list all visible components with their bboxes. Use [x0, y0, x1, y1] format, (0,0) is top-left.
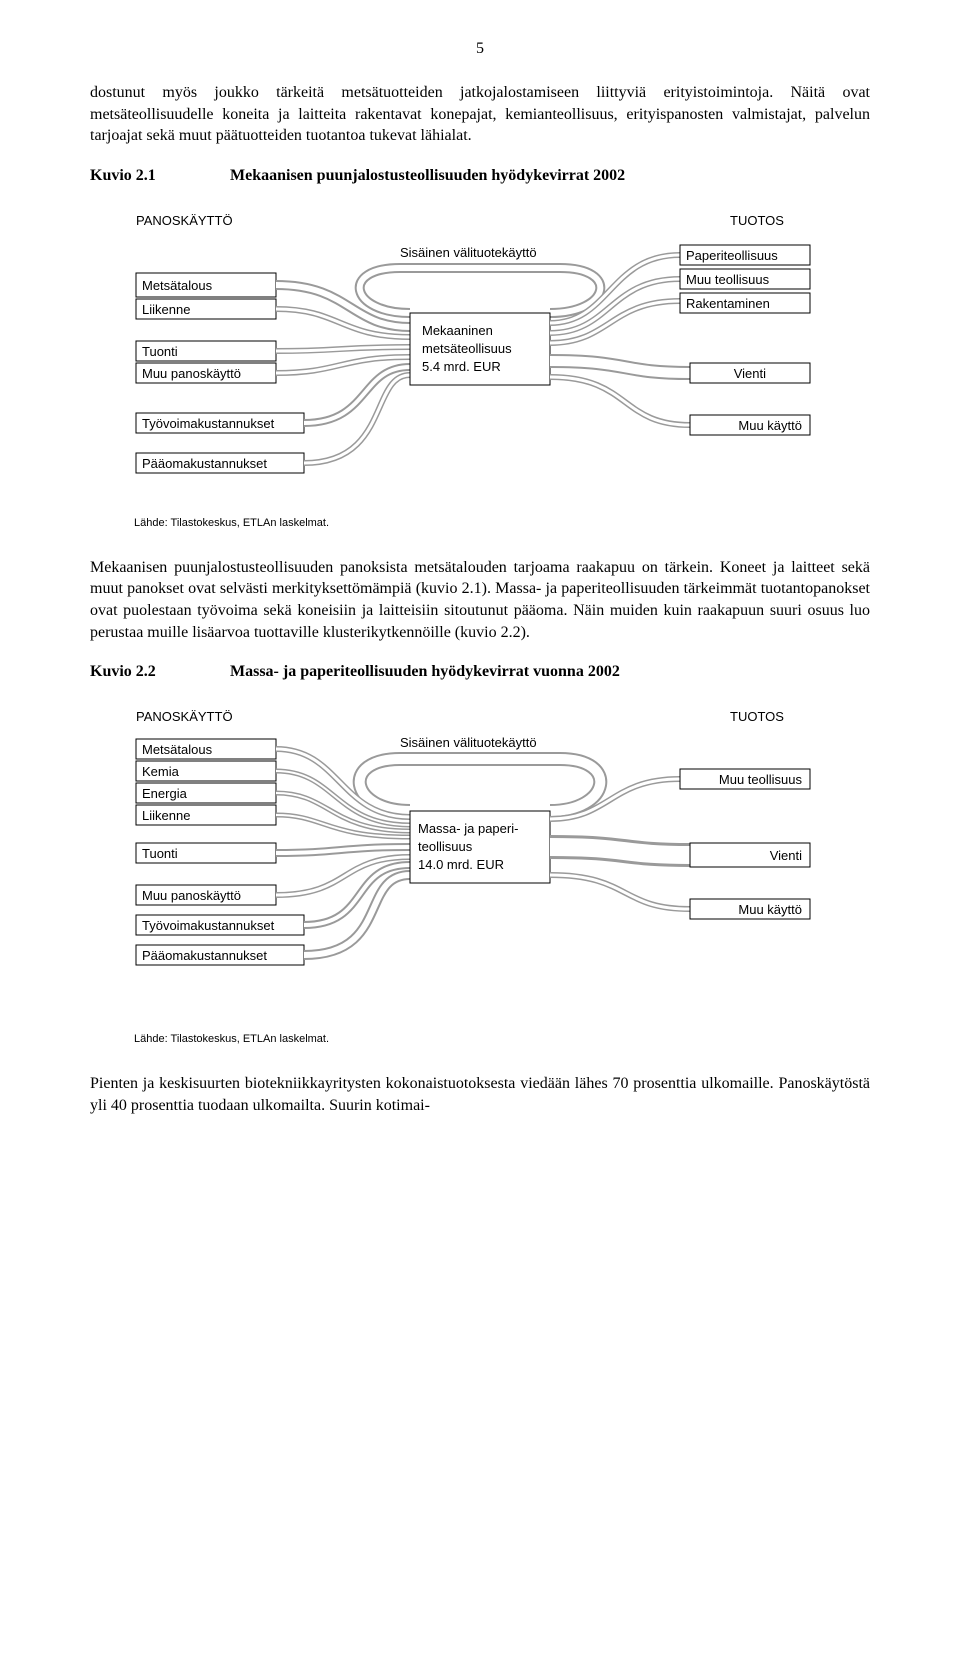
input-box-muu-panoskaytto: Muu panoskäyttö: [136, 363, 276, 383]
input-box-kemia: Kemia: [136, 761, 276, 781]
top-center-label: Sisäinen välituotekäyttö: [400, 245, 537, 260]
svg-text:Muu teollisuus: Muu teollisuus: [686, 272, 770, 287]
output-box-muu-teollisuus: Muu teollisuus: [680, 269, 810, 289]
svg-text:Muu käyttö: Muu käyttö: [738, 902, 802, 917]
svg-text:Vienti: Vienti: [734, 366, 766, 381]
svg-text:Muu panoskäyttö: Muu panoskäyttö: [142, 366, 241, 381]
center-line-2: metsäteollisuus: [422, 341, 512, 356]
flow-loop-icon-2: [360, 759, 601, 811]
svg-text:Liikenne: Liikenne: [142, 302, 190, 317]
output-box-muu-teollisuus-2: Muu teollisuus: [680, 769, 810, 789]
right-title: TUOTOS: [730, 213, 784, 228]
input-box-paaomakustannukset: Pääomakustannukset: [136, 453, 304, 473]
svg-text:Tuonti: Tuonti: [142, 344, 178, 359]
input-box-metsatalous-2: Metsätalous: [136, 739, 276, 759]
heading-number: Kuvio 2.1: [90, 167, 230, 185]
svg-text:Kemia: Kemia: [142, 764, 180, 779]
document-page: 5 dostunut myös joukko tärkeitä metsätuo…: [0, 0, 960, 1176]
center-line-1: Mekaaninen: [422, 323, 493, 338]
top-center-label-2: Sisäinen välituotekäyttö: [400, 735, 537, 750]
svg-text:Muu käyttö: Muu käyttö: [738, 418, 802, 433]
input-box-tuonti: Tuonti: [136, 341, 276, 361]
page-number: 5: [90, 40, 870, 58]
svg-text:Työvoimakustannukset: Työvoimakustannukset: [142, 918, 275, 933]
right-title-2: TUOTOS: [730, 709, 784, 724]
flow-bands-right-icon: [550, 255, 690, 425]
center-line-2-2: teollisuus: [418, 839, 473, 854]
heading-title-2: Massa- ja paperiteollisuuden hyödykevirr…: [230, 663, 870, 681]
heading-title: Mekaanisen puunjalostusteollisuuden hyöd…: [230, 167, 870, 185]
diagram-svg-2: PANOSKÄYTTÖ TUOTOS Sisäinen välituotekäy…: [90, 699, 870, 1019]
output-box-vienti: Vienti: [690, 363, 810, 383]
output-box-vienti-2: Vienti: [690, 843, 810, 867]
flow-loop-inner-icon: [360, 268, 601, 313]
svg-text:Tuonti: Tuonti: [142, 846, 178, 861]
svg-text:Metsätalous: Metsätalous: [142, 278, 213, 293]
left-title: PANOSKÄYTTÖ: [136, 213, 233, 228]
svg-text:Liikenne: Liikenne: [142, 808, 190, 823]
paragraph-3: Pienten ja keskisuurten biotekniikkayrit…: [90, 1073, 870, 1116]
svg-text:Pääomakustannukset: Pääomakustannukset: [142, 456, 267, 471]
svg-text:Paperiteollisuus: Paperiteollisuus: [686, 248, 778, 263]
input-box-metsatalous: Metsätalous: [136, 273, 276, 297]
center-line-3: 5.4 mrd. EUR: [422, 359, 501, 374]
input-box-muu-panoskaytto-2: Muu panoskäyttö: [136, 885, 276, 905]
center-line-3-2: 14.0 mrd. EUR: [418, 857, 504, 872]
diagram-svg: PANOSKÄYTTÖ TUOTOS Sisäinen välituotekäy…: [90, 203, 870, 503]
source-note-1: Lähde: Tilastokeskus, ETLAn laskelmat.: [134, 517, 870, 529]
input-box-liikenne-2: Liikenne: [136, 805, 276, 825]
diagram-mekaaninen: PANOSKÄYTTÖ TUOTOS Sisäinen välituotekäy…: [90, 203, 870, 503]
paragraph-1: dostunut myös joukko tärkeitä metsätuott…: [90, 82, 870, 147]
output-box-paperiteollisuus: Paperiteollisuus: [680, 245, 810, 265]
heading-kuvio-2-2: Kuvio 2.2 Massa- ja paperiteollisuuden h…: [90, 663, 870, 681]
svg-text:Rakentaminen: Rakentaminen: [686, 296, 770, 311]
input-box-tuonti-2: Tuonti: [136, 843, 276, 863]
svg-text:Metsätalous: Metsätalous: [142, 742, 213, 757]
input-box-liikenne: Liikenne: [136, 299, 276, 319]
output-box-muu-kaytto-2: Muu käyttö: [690, 899, 810, 919]
output-box-muu-kaytto: Muu käyttö: [690, 415, 810, 435]
flow-loop-icon: [360, 268, 601, 313]
flow-bands-right-icon-2: [550, 779, 690, 909]
input-box-tyovoimakustannukset-2: Työvoimakustannukset: [136, 915, 304, 935]
input-box-energia: Energia: [136, 783, 276, 803]
heading-kuvio-2-1: Kuvio 2.1 Mekaanisen puunjalostusteollis…: [90, 167, 870, 185]
svg-text:Energia: Energia: [142, 786, 188, 801]
input-box-tyovoimakustannukset: Työvoimakustannukset: [136, 413, 304, 433]
paragraph-2: Mekaanisen puunjalostusteollisuuden pano…: [90, 557, 870, 643]
svg-text:Muu panoskäyttö: Muu panoskäyttö: [142, 888, 241, 903]
left-title-2: PANOSKÄYTTÖ: [136, 709, 233, 724]
diagram-massa-paperi: PANOSKÄYTTÖ TUOTOS Sisäinen välituotekäy…: [90, 699, 870, 1019]
svg-text:Vienti: Vienti: [770, 848, 802, 863]
input-box-paaomakustannukset-2: Pääomakustannukset: [136, 945, 304, 965]
source-note-2: Lähde: Tilastokeskus, ETLAn laskelmat.: [134, 1033, 870, 1045]
output-box-rakentaminen: Rakentaminen: [680, 293, 810, 313]
svg-text:Muu teollisuus: Muu teollisuus: [719, 772, 803, 787]
heading-number-2: Kuvio 2.2: [90, 663, 230, 681]
svg-text:Työvoimakustannukset: Työvoimakustannukset: [142, 416, 275, 431]
svg-text:Pääomakustannukset: Pääomakustannukset: [142, 948, 267, 963]
center-line-1-2: Massa- ja paperi-: [418, 821, 518, 836]
